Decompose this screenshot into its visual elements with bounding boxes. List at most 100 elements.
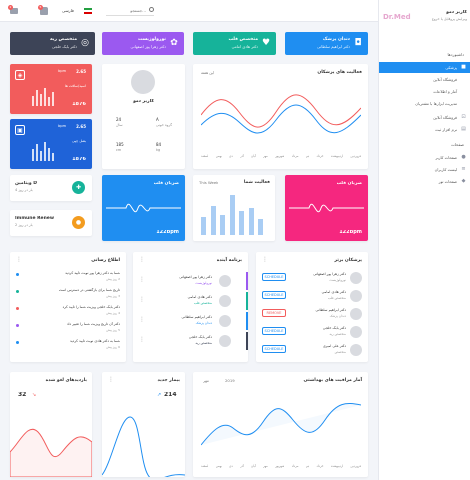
notification-time: 2 روز پیش <box>106 277 120 281</box>
vitamin-icon: ✚ <box>72 181 85 194</box>
search-box[interactable] <box>106 5 154 16</box>
profile-stat-value: 84 <box>156 142 162 147</box>
avatar <box>350 308 362 320</box>
banner-title: نورولوژیست <box>137 37 166 42</box>
remove-button[interactable]: REMOVE <box>262 309 286 317</box>
more-icon[interactable]: ⋮ <box>139 276 145 283</box>
stat-card-red[interactable]: ◈ 2.65 bpm اسید/سافت ها 1876 <box>10 64 92 114</box>
avatar <box>131 70 155 94</box>
weekly-activity-card: فعالیت شما This Week <box>193 175 275 241</box>
sidebar-item-stats[interactable]: آمار و اطلاعات <box>379 86 470 97</box>
doctor-row: دکتر هادی امامی متخصص قلب SCHEDULE <box>256 288 368 304</box>
top-bar: 2 5 فارسی <box>0 0 378 22</box>
more-icon[interactable]: ⋮ <box>16 256 22 263</box>
series-blue <box>201 104 361 134</box>
user-block[interactable]: Dr.Med کاربر دمو ویرایش پروفایل یا خروج <box>379 6 470 28</box>
schedule-button[interactable]: SCHEDULE <box>262 327 286 335</box>
sidebar-item-label: فروشگاه آنلاین <box>433 115 457 120</box>
new-patients-card: بیمار جدید ⋮ 214 ↗ <box>102 372 185 477</box>
sidebar-item-label: صفحات کاربر <box>435 155 457 160</box>
schedule-button[interactable]: SCHEDULE <box>262 291 286 299</box>
banner-dentist[interactable]: ◘ دندان پزشک دکتر ابراهیم سلطانی <box>285 32 368 55</box>
doctor-name: دکتر هادی امامی <box>187 295 212 299</box>
trend-up-icon: ↗ <box>157 392 162 398</box>
tooth-icon: ◘ <box>354 38 362 48</box>
upcoming-item[interactable]: دکتر هادی امامی متخصص قلب ⋮ <box>133 292 248 310</box>
month-dropdown[interactable]: مهر <box>203 378 209 383</box>
axis-label: فروردین <box>350 464 361 468</box>
mail-icon <box>10 8 18 14</box>
doctor-name: دکتر ابراهیم سلطانی <box>315 308 346 312</box>
more-icon[interactable]: ⋮ <box>139 316 145 323</box>
stat-value: 2.65 <box>76 69 86 74</box>
sidebar-item-shop[interactable]: فروشگاه آنلاین <box>379 74 470 85</box>
pulse-line <box>106 203 181 213</box>
medicine-item-immune[interactable]: ● Immune Renew 2 بار در روز <box>10 210 92 236</box>
upcoming-item[interactable]: دکتر ابراهیم سلطانی دندان پزشک ⋮ <box>133 312 248 330</box>
activity-bar <box>229 195 235 235</box>
axis-label: بهمن <box>215 154 222 158</box>
avatar <box>219 315 231 327</box>
sidebar-item-medical[interactable]: پزشکی ■ <box>379 62 470 73</box>
year-dropdown[interactable]: 2019 <box>225 378 235 383</box>
logo-text: Dr.Med <box>383 13 411 21</box>
more-icon[interactable]: ⋮ <box>139 296 145 303</box>
axis-label: مهر <box>263 154 268 158</box>
notification-item[interactable]: شما به دکتر هادی نوبت تأیید کردید 6 روز … <box>10 338 126 354</box>
axis-label: شهریور <box>275 464 285 468</box>
trend-down-icon: ↘ <box>32 392 37 398</box>
profile-stat-label: kg <box>156 148 161 152</box>
medicine-item-vitamin[interactable]: ✚ ویتامین D 4 بار در روز <box>10 175 92 201</box>
upcoming-item[interactable]: دکتر بابک خلجی متخصص ریه ⋮ <box>133 332 248 350</box>
messages-button[interactable]: 2 <box>8 5 20 17</box>
range-dropdown[interactable]: This Week <box>199 180 219 185</box>
profile-stat-value: 24 <box>116 117 122 122</box>
notification-list: شما به دکتر زهرا پور نوبت تأیید کردید 2 … <box>10 270 126 360</box>
range-dropdown[interactable]: این هفته <box>201 70 215 75</box>
upcoming-item[interactable]: دکتر زهرا پور اصفهانی نورولوژیست ⋮ <box>133 272 248 290</box>
notification-dot <box>16 324 19 327</box>
sidebar-item-user-pages[interactable]: صفحات کاربر ● <box>379 152 470 163</box>
more-icon[interactable]: ⋮ <box>139 336 145 343</box>
health-line-chart <box>201 403 361 446</box>
banner-subtitle: دکتر زهرا پور اصفهانی <box>130 44 166 49</box>
notification-item[interactable]: تاریخ شما برای بازگشتی در دسترس است 3 رو… <box>10 287 126 303</box>
sidebar-item-label: لیست کاربران <box>434 167 457 172</box>
activity-line-chart <box>201 94 361 134</box>
sidebar-item-crm[interactable]: مدیریت ابزارها با مشتریان <box>379 98 470 109</box>
notifications-card: اطلاع رسانی ⋮ شما به دکتر زهرا پور نوبت … <box>10 252 126 362</box>
notification-item[interactable]: دکتر آن تاریخ ویزیت شما را تغییر داد 5 ر… <box>10 321 126 337</box>
avatar <box>350 344 362 356</box>
user-name: کاربر دمو <box>446 10 467 15</box>
more-icon[interactable]: ⋮ <box>262 256 268 263</box>
axis-label: آذر <box>240 464 244 468</box>
notifications-button[interactable]: 5 <box>38 5 50 17</box>
heart-rate-value: 122bpm <box>339 230 362 235</box>
sidebar-item-app[interactable]: نرم افزار ثبت ▤ <box>379 124 470 135</box>
cart-icon: ⊡ <box>461 114 466 120</box>
more-icon[interactable]: ⋮ <box>108 376 114 383</box>
sidebar-item-tour[interactable]: صفحات تور ◆ <box>379 176 470 187</box>
activity-bar <box>248 208 254 235</box>
schedule-button[interactable]: SCHEDULE <box>262 345 286 353</box>
search-input[interactable] <box>106 5 146 15</box>
doctor-name: دکتر بابک خلجی <box>188 335 212 339</box>
more-icon[interactable]: ⋮ <box>139 256 145 263</box>
stat-unit: bpm <box>58 69 66 73</box>
sidebar-item-user-list[interactable]: لیست کاربران ≡ <box>379 164 470 175</box>
doctor-row: دکتر زهرا پور اصفهانی نورولوژیست SCHEDUL… <box>256 270 368 286</box>
notification-item[interactable]: شما به دکتر زهرا پور نوبت تأیید کردید 2 … <box>10 270 126 286</box>
activity-bar <box>220 215 225 235</box>
banner-cardiologist[interactable]: ♥ متخصص قلب دکتر هادی امامی <box>193 32 276 55</box>
notification-item[interactable]: دکتر بابک خلجی ویزیت شما را تأیید کرد 4 … <box>10 304 126 320</box>
schedule-button[interactable]: SCHEDULE <box>262 273 286 281</box>
canceled-value: 32 <box>18 392 27 397</box>
sidebar-item-store[interactable]: فروشگاه آنلاین ⊡ <box>379 112 470 123</box>
banner-subtitle: دکتر هادی امامی <box>231 44 258 49</box>
language-selector[interactable]: فارسی <box>62 6 98 16</box>
stat-card-blue[interactable]: ▣ 2.65 bpm بصل چپی 1876 <box>10 119 92 169</box>
banner-neurologist[interactable]: ✿ نورولوژیست دکتر زهرا پور اصفهانی <box>102 32 184 55</box>
activity-bar <box>210 206 216 235</box>
banner-pulmonologist[interactable]: ◎ متخصص ریه دکتر بابک خلجی <box>10 32 95 55</box>
notification-dot <box>16 273 19 276</box>
